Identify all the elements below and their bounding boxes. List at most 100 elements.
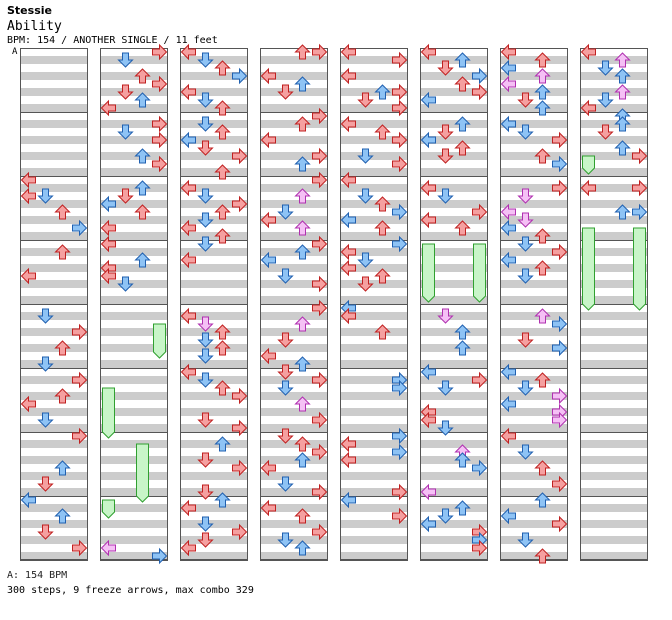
step-arrow-down xyxy=(517,92,534,108)
freeze-arrow xyxy=(582,155,595,175)
step-arrow-down xyxy=(517,236,534,252)
step-arrow-up xyxy=(454,140,471,156)
step-arrow-up xyxy=(534,260,551,276)
step-arrow-up xyxy=(294,508,311,524)
step-arrow-left xyxy=(100,235,116,253)
step-arrow-right xyxy=(152,115,168,133)
step-arrow-up xyxy=(454,52,471,68)
step-arrow-up xyxy=(614,52,631,68)
step-arrow-up xyxy=(134,92,151,108)
chart-column-2 xyxy=(100,48,168,561)
step-arrow-down xyxy=(357,276,374,292)
step-arrow-right xyxy=(152,547,168,565)
step-arrow-up xyxy=(294,452,311,468)
step-arrow-up xyxy=(214,164,231,180)
step-arrow-down xyxy=(517,444,534,460)
step-arrow-up xyxy=(134,252,151,268)
step-arrow-up xyxy=(374,124,391,140)
step-arrow-down xyxy=(277,84,294,100)
song-subtitle: Ability xyxy=(7,19,62,34)
step-arrow-up xyxy=(294,540,311,556)
step-arrow-left xyxy=(180,179,196,197)
step-arrow-up xyxy=(294,316,311,332)
step-arrow-left xyxy=(180,251,196,269)
step-arrow-right xyxy=(552,515,568,533)
step-arrow-left xyxy=(180,219,196,237)
step-arrow-down xyxy=(277,332,294,348)
step-arrow-right xyxy=(472,539,488,557)
step-arrow-down xyxy=(357,188,374,204)
step-arrow-right xyxy=(152,75,168,93)
step-arrow-left xyxy=(20,395,36,413)
step-arrow-right xyxy=(392,235,408,253)
step-arrow-up xyxy=(454,324,471,340)
step-arrow-down xyxy=(357,148,374,164)
step-arrow-right xyxy=(232,67,248,85)
step-arrow-left xyxy=(580,99,596,117)
step-arrow-left xyxy=(500,75,516,93)
step-arrow-up xyxy=(54,460,71,476)
step-arrow-right xyxy=(392,99,408,117)
step-arrow-up xyxy=(214,324,231,340)
step-arrow-down xyxy=(597,92,614,108)
step-arrow-up xyxy=(614,140,631,156)
step-arrow-up xyxy=(534,84,551,100)
step-arrow-right xyxy=(392,155,408,173)
step-arrow-down xyxy=(197,140,214,156)
step-arrow-right xyxy=(312,443,328,461)
step-arrow-left xyxy=(20,267,36,285)
step-arrow-up xyxy=(534,148,551,164)
step-arrow-up xyxy=(534,372,551,388)
step-arrow-up xyxy=(214,228,231,244)
step-arrow-down xyxy=(117,188,134,204)
step-arrow-up xyxy=(134,204,151,220)
step-arrow-down xyxy=(197,484,214,500)
step-arrow-left xyxy=(260,499,276,517)
step-arrow-left xyxy=(100,539,116,557)
step-arrow-up xyxy=(294,220,311,236)
step-arrow-left xyxy=(180,499,196,517)
step-arrow-left xyxy=(180,83,196,101)
step-arrow-right xyxy=(152,43,168,61)
step-arrow-left xyxy=(180,539,196,557)
step-arrow-down xyxy=(117,84,134,100)
step-arrow-up xyxy=(294,156,311,172)
step-arrow-up xyxy=(374,84,391,100)
step-arrow-down xyxy=(197,52,214,68)
freeze-arrow xyxy=(102,387,115,439)
step-arrow-down xyxy=(277,268,294,284)
step-arrow-down xyxy=(277,428,294,444)
step-arrow-down xyxy=(117,52,134,68)
step-arrow-right xyxy=(472,371,488,389)
step-arrow-up xyxy=(614,84,631,100)
step-arrow-up xyxy=(294,116,311,132)
step-arrow-right xyxy=(312,107,328,125)
freeze-arrow xyxy=(136,443,149,503)
step-arrow-down xyxy=(437,124,454,140)
step-arrow-up xyxy=(534,52,551,68)
chart-column-4 xyxy=(260,48,328,561)
step-arrow-up xyxy=(374,196,391,212)
step-arrow-left xyxy=(500,363,516,381)
step-arrow-right xyxy=(392,443,408,461)
step-arrow-right xyxy=(232,459,248,477)
step-arrow-left xyxy=(100,219,116,237)
step-arrow-down xyxy=(197,316,214,332)
song-title: Stessie xyxy=(7,4,52,17)
step-arrow-down xyxy=(517,124,534,140)
step-arrow-right xyxy=(232,523,248,541)
step-arrow-right xyxy=(632,147,648,165)
step-arrow-right xyxy=(472,203,488,221)
step-arrow-up xyxy=(534,548,551,564)
step-arrow-right xyxy=(392,483,408,501)
step-arrow-down xyxy=(197,188,214,204)
step-arrow-left xyxy=(500,219,516,237)
step-arrow-left xyxy=(260,131,276,149)
step-arrow-down xyxy=(517,268,534,284)
step-arrow-down xyxy=(277,476,294,492)
step-arrow-right xyxy=(632,179,648,197)
step-arrow-left xyxy=(100,267,116,285)
step-arrow-left xyxy=(340,259,356,277)
step-arrow-up xyxy=(374,268,391,284)
step-arrow-up xyxy=(54,340,71,356)
